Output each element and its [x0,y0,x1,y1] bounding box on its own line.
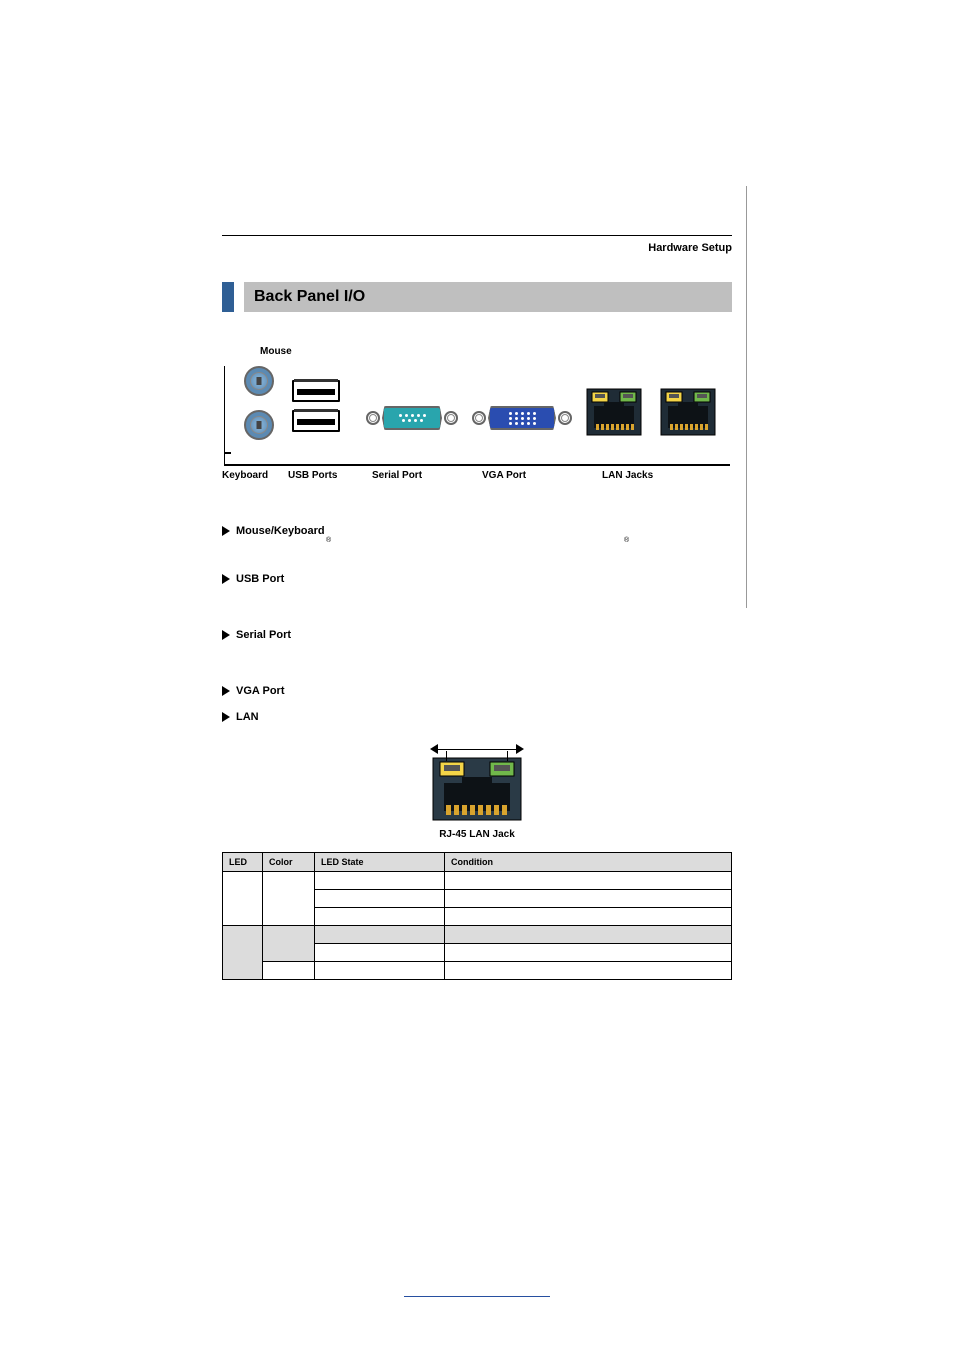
led-table: LED Color LED State Condition [222,852,732,980]
usb-ports-icon [292,380,340,440]
port-labels: Keyboard USB Ports Serial Port VGA Port … [222,470,732,481]
ps2-mouse-icon [244,366,274,396]
table-cell [263,962,315,980]
item-usb: USB Port [222,573,732,585]
th-state: LED State [315,853,445,872]
table-cell [263,926,315,962]
table-cell [445,872,732,890]
serial-port-icon [368,404,456,432]
ps2-keyboard-icon [244,410,274,440]
item-title: Mouse/Keyboard [236,525,325,537]
table-cell [263,872,315,926]
item-vga: VGA Port [222,685,732,697]
table-cell [445,908,732,926]
item-title: USB Port [236,573,284,585]
item-title: Serial Port [236,629,291,641]
side-rule [746,186,747,608]
triangle-icon [222,712,230,722]
table-cell [315,890,445,908]
content: Hardware Setup Back Panel I/O Mouse [222,235,732,980]
table-cell [315,944,445,962]
th-condition: Condition [445,853,732,872]
rj45-figure [417,743,537,821]
item-serial: Serial Port [222,629,732,641]
top-rule [222,235,732,236]
item-title: LAN [236,711,259,723]
label-serial: Serial Port [372,470,482,481]
mouse-label: Mouse [260,346,292,357]
arrow-right-icon [516,744,524,754]
triangle-icon [222,686,230,696]
arrow-left-icon [430,744,438,754]
registered-mark-icon: ® [624,537,629,544]
triangle-icon [222,574,230,584]
table-cell [445,926,732,944]
table-cell [315,926,445,944]
item-lan: LAN [222,711,732,723]
section-title: Back Panel I/O [244,282,732,312]
page: Hardware Setup Back Panel I/O Mouse [0,0,954,1349]
label-vga: VGA Port [482,470,602,481]
label-lan: LAN Jacks [602,470,653,481]
table-cell [445,890,732,908]
table-cell [315,908,445,926]
table-cell [223,872,263,926]
registered-mark-icon: ® [326,537,331,544]
triangle-icon [222,630,230,640]
lan-jacks-icon [586,388,716,436]
table-cell [315,962,445,980]
page-header: Hardware Setup [222,242,732,254]
label-keyboard: Keyboard [222,470,288,481]
page-footer [0,1296,954,1299]
item-mouse-keyboard: Mouse/Keyboard ® ® [222,525,732,549]
rj45-icon [432,757,522,821]
triangle-icon [222,526,230,536]
table-cell [223,926,263,980]
section-bar: Back Panel I/O [222,282,732,312]
th-led: LED [223,853,263,872]
table-cell [315,872,445,890]
item-title: VGA Port [236,685,285,697]
label-usb: USB Ports [288,470,372,481]
table-cell [445,944,732,962]
section-accent [222,282,234,312]
table-cell [445,962,732,980]
rj45-caption: RJ-45 LAN Jack [222,829,732,840]
back-panel-diagram: Mouse [222,346,730,466]
vga-port-icon [474,404,570,432]
th-color: Color [263,853,315,872]
